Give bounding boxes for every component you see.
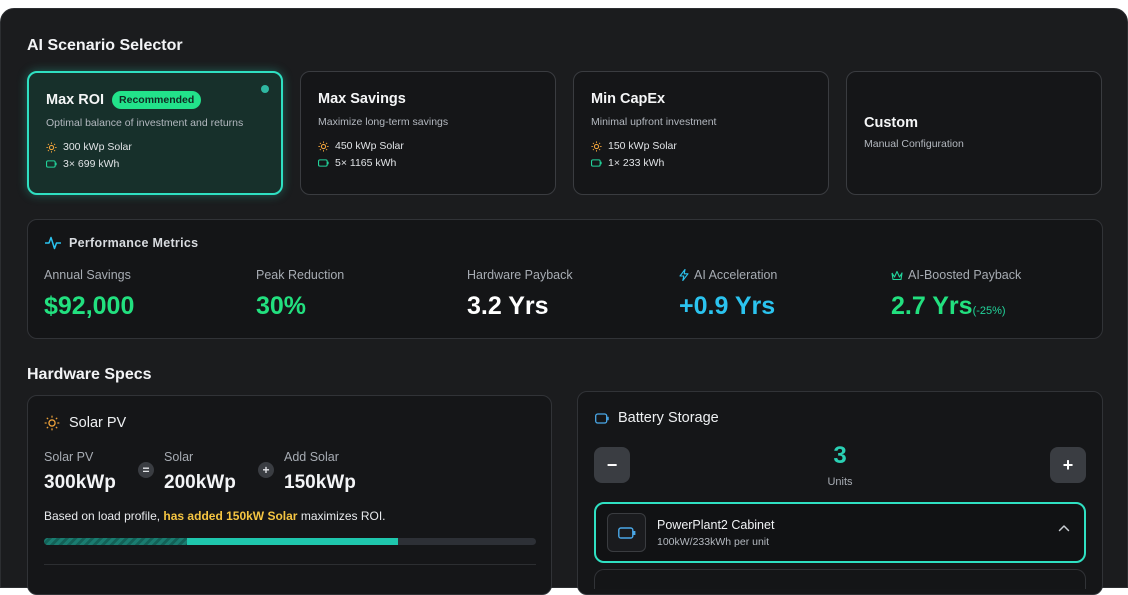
metric-annual-savings: Annual Savings $92,000 (44, 268, 134, 321)
sun-icon (44, 415, 60, 431)
equals-icon: = (138, 462, 154, 478)
battery-icon (591, 159, 602, 167)
solar-added: Add Solar 150kWp (284, 450, 356, 494)
sun-icon (591, 140, 602, 152)
battery-icon (595, 412, 609, 424)
scenario-description: Minimal upfront investment (591, 116, 717, 128)
sun-icon (318, 140, 329, 152)
scenario-card-min-capex[interactable]: Min CapEx Minimal upfront investment 150… (573, 71, 829, 195)
lightning-icon (679, 269, 689, 281)
solar-total: Solar PV 300kWp (44, 450, 116, 494)
scenario-description: Manual Configuration (864, 138, 964, 150)
scenario-card-max-savings[interactable]: Max Savings Maximize long-term savings 4… (300, 71, 556, 195)
solar-existing-value: 200kWp (164, 472, 236, 493)
note-text: maximizes ROI. (297, 509, 386, 523)
scenario-title: Max ROI (46, 92, 105, 108)
recommended-badge: Recommended (112, 91, 202, 109)
cabinet-name: PowerPlant2 Cabinet (657, 518, 775, 532)
metrics-title: Performance Metrics (69, 236, 199, 250)
scenario-selector-title: AI Scenario Selector (27, 37, 183, 54)
scenario-title: Min CapEx (591, 91, 666, 107)
cabinet-detail: 100kW/233kWh per unit (657, 536, 770, 548)
metric-value: 2.7 Yrs (891, 292, 973, 320)
metric-value: $92,000 (44, 292, 135, 320)
chevron-up-icon[interactable] (1058, 524, 1070, 532)
note-highlight: has added 150kW Solar (163, 509, 298, 523)
solar-added-label: Add Solar (284, 450, 339, 464)
battery-icon (318, 159, 329, 167)
scenario-title: Custom (864, 115, 918, 131)
scenario-description: Maximize long-term savings (318, 116, 449, 128)
hardware-specs-title: Hardware Specs (27, 366, 152, 383)
note-text: Based on load profile, (44, 509, 164, 523)
solar-total-value: 300kWp (44, 472, 116, 493)
battery-storage-title: Battery Storage (618, 410, 719, 426)
main-panel: AI Scenario Selector Max ROI Recommended… (0, 8, 1128, 595)
crown-icon (891, 270, 903, 280)
metric-value: 3.2 Yrs (467, 292, 549, 320)
scenario-description: Optimal balance of investment and return… (46, 117, 244, 129)
solar-pv-panel: Solar PV Solar PV 300kWp = Solar 200kWp … (27, 395, 552, 595)
metric-ai-acceleration: AI Acceleration +0.9 Yrs (679, 268, 777, 321)
metric-value: +0.9 Yrs (679, 292, 776, 320)
decrease-units-button[interactable]: − (594, 447, 630, 483)
battery-icon (46, 160, 57, 168)
cabinet-item[interactable]: PowerPlant2 Cabinet 100kW/233kWh per uni… (594, 502, 1086, 563)
solar-capacity-bar (44, 538, 536, 545)
solar-pv-title: Solar PV (69, 415, 127, 431)
sun-icon (46, 141, 57, 153)
existing-solar-segment (44, 538, 187, 545)
cabinet-item-next[interactable] (594, 569, 1086, 589)
metric-label: AI Acceleration (694, 268, 778, 282)
scenario-battery: 5× 1165 kWh (335, 157, 397, 169)
scenario-solar: 300 kWp Solar (63, 141, 132, 153)
selected-indicator (261, 85, 269, 93)
metric-delta: (-25%) (972, 305, 1006, 317)
solar-existing: Solar 200kWp (164, 450, 236, 494)
increase-units-button[interactable]: + (1050, 447, 1086, 483)
scenario-battery: 3× 699 kWh (63, 158, 120, 170)
divider (44, 564, 536, 565)
battery-storage-panel: Battery Storage − 3 Units + PowerPlant2 … (577, 391, 1103, 595)
scenario-solar: 450 kWp Solar (335, 140, 404, 152)
solar-recommendation-note: Based on load profile, has added 150kW S… (44, 509, 386, 523)
scenario-title: Max Savings (318, 91, 406, 107)
metric-label: AI-Boosted Payback (908, 268, 1022, 282)
plus-icon: + (258, 462, 274, 478)
solar-existing-label: Solar (164, 450, 194, 464)
scenario-card-custom[interactable]: Custom Manual Configuration (846, 71, 1102, 195)
activity-icon (45, 236, 61, 250)
metric-label: Hardware Payback (467, 268, 573, 282)
metric-value: 30% (256, 292, 307, 320)
performance-metrics-panel: Performance Metrics Annual Savings $92,0… (27, 219, 1103, 339)
solar-total-label: Solar PV (44, 450, 94, 464)
scenario-battery: 1× 233 kWh (608, 157, 665, 169)
unit-count: 3 (833, 442, 847, 469)
solar-added-value: 150kWp (284, 472, 356, 493)
metric-ai-boosted-payback: AI-Boosted Payback 2.7 Yrs(-25%) (891, 268, 1021, 321)
metric-label: Peak Reduction (256, 268, 345, 282)
scenario-solar: 150 kWp Solar (608, 140, 677, 152)
metric-hardware-payback: Hardware Payback 3.2 Yrs (467, 268, 573, 321)
cabinet-icon (607, 513, 646, 552)
metric-peak-reduction: Peak Reduction 30% (256, 268, 344, 321)
metric-label: Annual Savings (44, 268, 131, 282)
units-label: Units (827, 476, 853, 488)
scenario-card-max-roi[interactable]: Max ROI Recommended Optimal balance of i… (27, 71, 283, 195)
added-solar-segment (186, 538, 399, 545)
